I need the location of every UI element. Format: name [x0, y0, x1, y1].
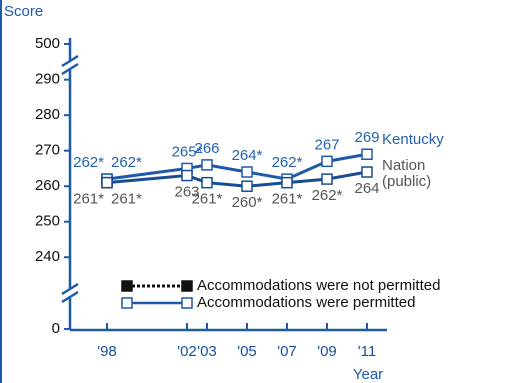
y-tick-label: 290	[35, 71, 60, 88]
legend-marker	[121, 280, 133, 292]
y-tick-label: 240	[35, 248, 60, 265]
x-axis-label: Year	[353, 366, 383, 383]
legend-marker	[121, 297, 133, 309]
x-tick-label: '03	[197, 343, 217, 360]
marker	[361, 166, 373, 178]
value-label: 262*	[111, 154, 142, 171]
marker	[181, 169, 193, 182]
y-tick-label: 0	[52, 320, 60, 337]
value-label: 261*	[73, 191, 104, 208]
y-axis-label: Score	[4, 3, 43, 20]
axis-break	[61, 290, 79, 304]
value-label: 261*	[111, 191, 142, 208]
marker	[241, 180, 253, 192]
legend-marker	[181, 297, 193, 309]
x-tick-label: '09	[317, 343, 337, 360]
series-label: Nation	[382, 157, 425, 174]
series-label: Kentucky	[382, 131, 444, 148]
value-label: 269	[354, 129, 379, 146]
value-label: 262*	[73, 154, 104, 171]
legend-label: Accommodations were not permitted	[197, 277, 440, 294]
axis-break	[61, 282, 79, 296]
value-label: 266	[194, 140, 219, 157]
value-label: 260*	[232, 194, 263, 211]
x-tick-label: '98	[97, 343, 117, 360]
y-tick-label: 260	[35, 177, 60, 194]
marker	[101, 176, 113, 189]
marker	[201, 176, 213, 189]
value-label: 263	[174, 184, 199, 201]
marker	[281, 176, 293, 189]
value-label: 261*	[192, 191, 223, 208]
y-tick-label: 280	[35, 106, 60, 123]
value-label: 261*	[272, 191, 303, 208]
value-label: 262*	[312, 187, 343, 204]
axis-break	[61, 54, 79, 68]
marker	[201, 159, 213, 171]
series-label: (public)	[382, 173, 431, 190]
x-tick-label: '05	[237, 343, 257, 360]
marker	[321, 155, 333, 168]
marker	[321, 173, 333, 185]
value-label: 267	[314, 136, 339, 153]
legend-marker	[181, 280, 193, 292]
axis-break	[61, 62, 79, 76]
y-tick-label: 500	[35, 35, 60, 52]
value-label: 265*	[172, 143, 203, 160]
value-label: 264*	[232, 147, 263, 164]
y-tick-label: 250	[35, 213, 60, 230]
marker	[361, 148, 373, 160]
x-tick-label: '02	[177, 343, 197, 360]
value-label: 262*	[272, 154, 303, 171]
axes	[61, 38, 387, 332]
y-tick-label: 270	[35, 142, 60, 159]
x-tick-label: '11	[358, 343, 376, 360]
value-label: 264	[354, 180, 379, 197]
x-tick-label: '07	[277, 343, 297, 360]
legend-label: Accommodations were permitted	[197, 294, 415, 311]
marker	[241, 166, 253, 178]
